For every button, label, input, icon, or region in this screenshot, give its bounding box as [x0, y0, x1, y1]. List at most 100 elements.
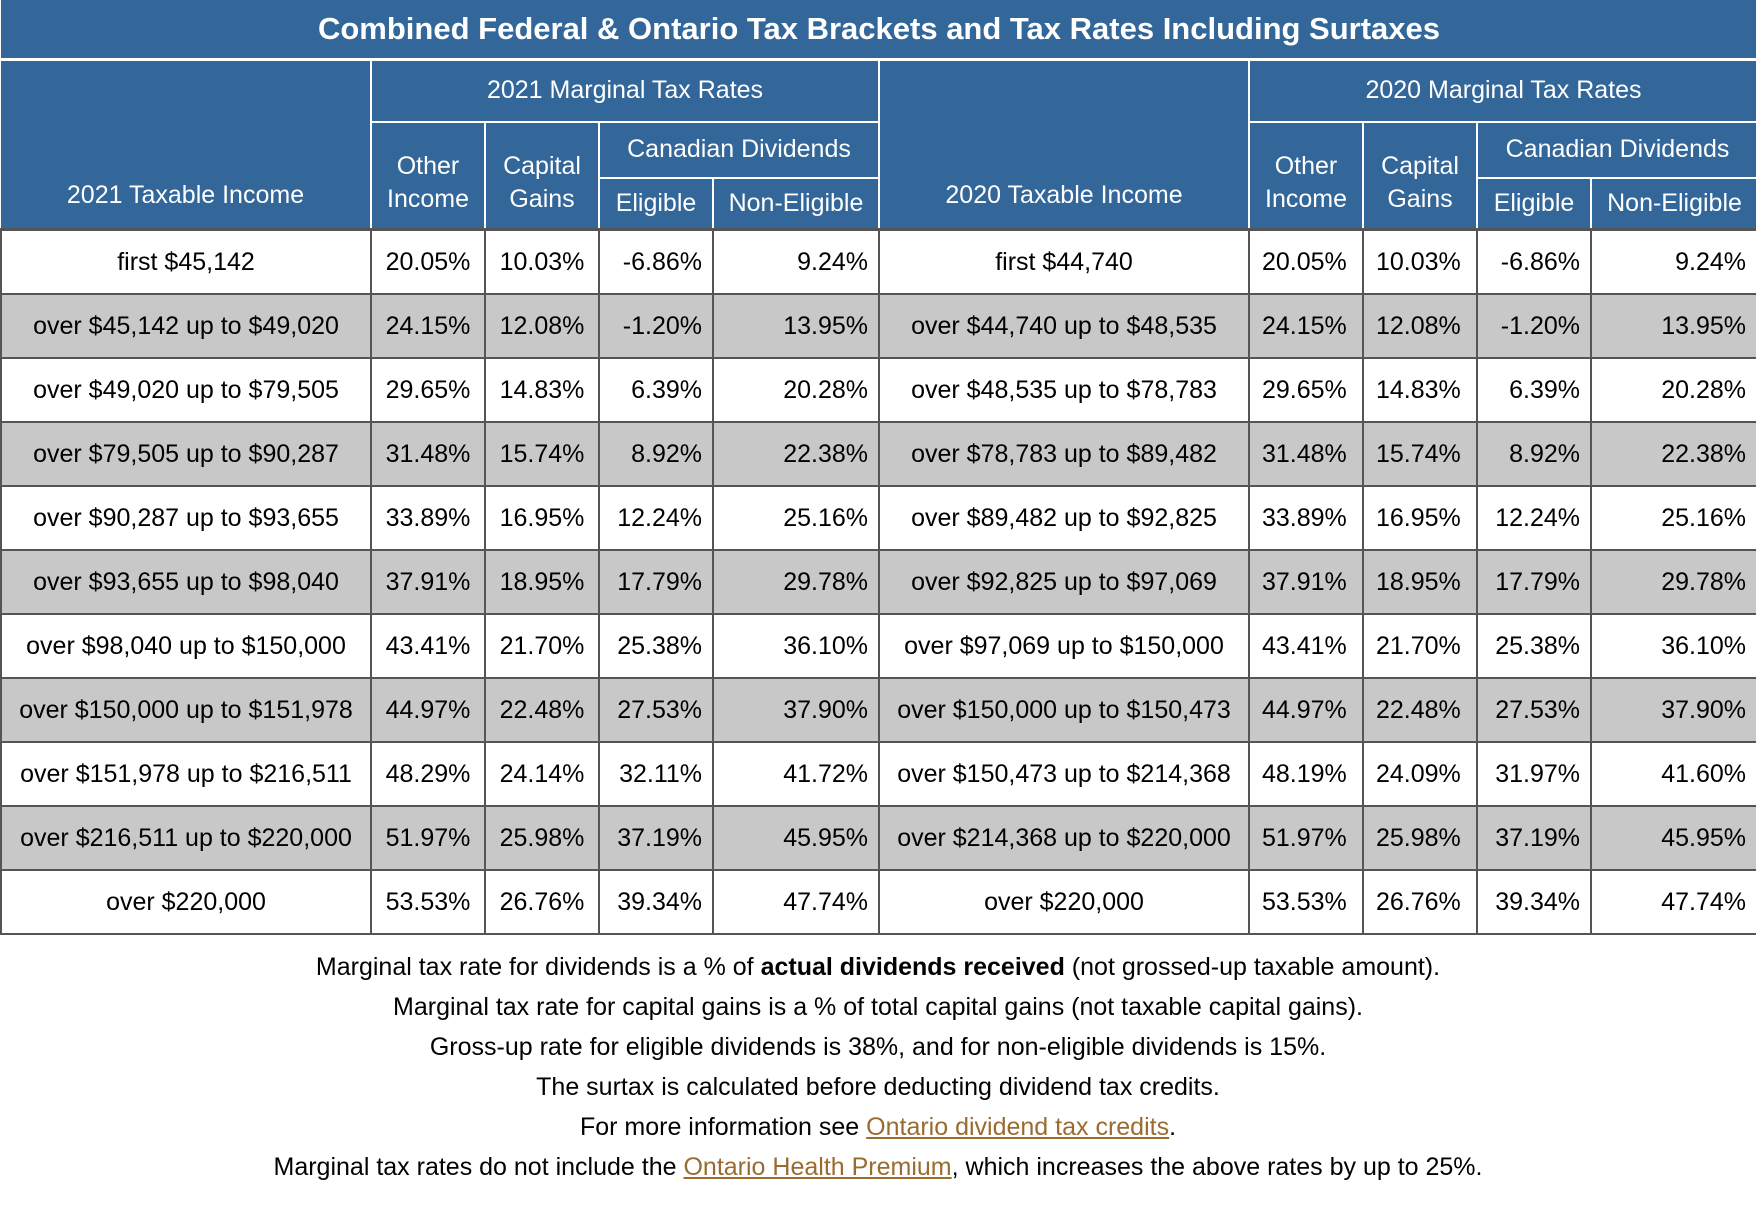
non-eligible-dividends-2021-cell: 22.38%: [712, 421, 880, 487]
header-other-income-2021: Other Income: [370, 121, 485, 230]
header-other-line2: Income: [1265, 185, 1347, 213]
eligible-dividends-2021-cell: 27.53%: [598, 677, 714, 743]
capital-gains-2021-cell: 22.48%: [484, 677, 600, 743]
note-gross-up: Gross-up rate for eligible dividends is …: [429, 1033, 1327, 1061]
capital-gains-2021-cell: 26.76%: [484, 869, 600, 935]
eligible-dividends-2021-cell: 6.39%: [598, 357, 714, 423]
other-income-2020-cell: 44.97%: [1248, 677, 1364, 743]
non-eligible-dividends-2020-cell: 9.24%: [1589, 228, 1756, 295]
other-income-2021-cell: 29.65%: [370, 357, 486, 423]
header-other-line1: Other: [396, 152, 460, 180]
table-row: over $151,978 up to $216,511 48.29% 24.14%…: [0, 741, 1756, 807]
non-eligible-dividends-2021-cell: 13.95%: [712, 293, 880, 359]
notes: Marginal tax rate for dividends is a % o…: [0, 935, 1756, 1187]
table-row: over $49,020 up to $79,505 29.65% 14.83% 6.…: [0, 357, 1756, 423]
other-income-2020-cell: 51.97%: [1248, 805, 1364, 871]
income-2021-cell: over $150,000 up to $151,978: [0, 677, 372, 743]
header-other-income-2020: Other Income: [1248, 121, 1363, 230]
eligible-dividends-2020-cell: 25.38%: [1476, 613, 1592, 679]
note-dividends-bold: actual dividends received: [760, 953, 1065, 981]
other-income-2021-cell: 43.41%: [370, 613, 486, 679]
header-dividends-2021: Canadian Dividends: [598, 121, 879, 179]
other-income-2021-cell: 33.89%: [370, 485, 486, 551]
other-income-2021-cell: 24.15%: [370, 293, 486, 359]
income-2021-cell: over $98,040 up to $150,000: [0, 613, 372, 679]
header-other-line1: Other: [1274, 152, 1338, 180]
non-eligible-dividends-2020-cell: 29.78%: [1589, 549, 1756, 615]
eligible-dividends-2021-cell: 32.11%: [598, 741, 714, 807]
income-2020-cell: over $92,825 up to $97,069: [878, 549, 1250, 615]
income-2020-cell: over $214,368 up to $220,000: [878, 805, 1250, 871]
eligible-dividends-2021-cell: 17.79%: [598, 549, 714, 615]
header-income-2021: 2021 Taxable Income: [1, 59, 371, 230]
header-dividends-2020: Canadian Dividends: [1475, 121, 1756, 179]
non-eligible-dividends-2020-cell: 25.16%: [1589, 485, 1756, 551]
table-row: over $79,505 up to $90,287 31.48% 15.74% 8.…: [0, 421, 1756, 487]
other-income-2020-cell: 48.19%: [1248, 741, 1364, 807]
non-eligible-dividends-2020-cell: 36.10%: [1589, 613, 1756, 679]
table-row: over $45,142 up to $49,020 24.15% 12.08% -1…: [0, 293, 1756, 359]
other-income-2021-cell: 53.53%: [370, 869, 486, 935]
header-group-2021: 2021 Marginal Tax Rates: [370, 59, 879, 123]
non-eligible-dividends-2021-cell: 20.28%: [712, 357, 880, 423]
non-eligible-dividends-2021-cell: 25.16%: [712, 485, 880, 551]
other-income-2020-cell: 33.89%: [1248, 485, 1364, 551]
table-row: over $150,000 up to $151,978 44.97% 22.48%…: [0, 677, 1756, 743]
other-income-2020-cell: 53.53%: [1248, 869, 1364, 935]
other-income-2020-cell: 31.48%: [1248, 421, 1364, 487]
other-income-2021-cell: 51.97%: [370, 805, 486, 871]
note-dividends-pre: Marginal tax rate for dividends is a % o…: [315, 953, 761, 981]
ontario-dividend-tax-credits-link[interactable]: Ontario dividend tax credits: [866, 1113, 1170, 1141]
header-eligible-2020: Eligible: [1476, 177, 1591, 230]
capital-gains-2020-cell: 22.48%: [1362, 677, 1478, 743]
capital-gains-2021-cell: 12.08%: [484, 293, 600, 359]
capital-gains-2021-cell: 10.03%: [484, 228, 600, 295]
note-health-post: , which increases the above rates by up …: [951, 1153, 1483, 1181]
capital-gains-2020-cell: 25.98%: [1362, 805, 1478, 871]
other-income-2021-cell: 44.97%: [370, 677, 486, 743]
table-row: over $93,655 up to $98,040 37.91% 18.95% 17…: [0, 549, 1756, 615]
capital-gains-2021-cell: 21.70%: [484, 613, 600, 679]
other-income-2020-cell: 37.91%: [1248, 549, 1364, 615]
note-surtax: The surtax is calculated before deductin…: [536, 1073, 1220, 1101]
non-eligible-dividends-2020-cell: 41.60%: [1589, 741, 1756, 807]
header-income-2020: 2020 Taxable Income: [878, 59, 1249, 230]
other-income-2021-cell: 48.29%: [370, 741, 486, 807]
eligible-dividends-2021-cell: -6.86%: [598, 228, 714, 295]
capital-gains-2021-cell: 15.74%: [484, 421, 600, 487]
non-eligible-dividends-2020-cell: 13.95%: [1589, 293, 1756, 359]
income-2020-cell: first $44,740: [878, 228, 1250, 295]
income-2021-cell: over $220,000: [0, 869, 372, 935]
non-eligible-dividends-2021-cell: 9.24%: [712, 228, 880, 295]
eligible-dividends-2021-cell: 25.38%: [598, 613, 714, 679]
capital-gains-2020-cell: 18.95%: [1362, 549, 1478, 615]
other-income-2021-cell: 31.48%: [370, 421, 486, 487]
other-income-2020-cell: 20.05%: [1248, 228, 1364, 295]
note-health-premium: Marginal tax rates do not include the On…: [0, 1147, 1756, 1187]
note-more-info-post: .: [1169, 1113, 1177, 1141]
eligible-dividends-2020-cell: 17.79%: [1476, 549, 1592, 615]
note-dividends-post: (not grossed-up taxable amount).: [1064, 953, 1441, 981]
non-eligible-dividends-2021-cell: 37.90%: [712, 677, 880, 743]
ontario-health-premium-link[interactable]: Ontario Health Premium: [683, 1153, 952, 1181]
non-eligible-dividends-2021-cell: 29.78%: [712, 549, 880, 615]
eligible-dividends-2020-cell: 39.34%: [1476, 869, 1592, 935]
income-2020-cell: over $97,069 up to $150,000: [878, 613, 1250, 679]
non-eligible-dividends-2020-cell: 45.95%: [1589, 805, 1756, 871]
other-income-2020-cell: 29.65%: [1248, 357, 1364, 423]
capital-gains-2020-cell: 21.70%: [1362, 613, 1478, 679]
capital-gains-2020-cell: 14.83%: [1362, 357, 1478, 423]
income-2021-cell: over $151,978 up to $216,511: [0, 741, 372, 807]
eligible-dividends-2021-cell: 39.34%: [598, 869, 714, 935]
header-capital-line1: Capital: [503, 152, 581, 180]
note-dividends: Marginal tax rate for dividends is a % o…: [0, 947, 1756, 987]
eligible-dividends-2021-cell: 8.92%: [598, 421, 714, 487]
header-eligible-2021: Eligible: [598, 177, 713, 230]
note-health-pre: Marginal tax rates do not include the: [273, 1153, 684, 1181]
header-capital-gains-2021: Capital Gains: [484, 121, 599, 230]
table-body: first $45,142 20.05% 10.03% -6.86% 9.24% firs…: [0, 228, 1756, 935]
header-capital-line2: Gains: [509, 185, 575, 213]
non-eligible-dividends-2020-cell: 20.28%: [1589, 357, 1756, 423]
header-capital-gains-2020: Capital Gains: [1362, 121, 1477, 230]
income-2021-cell: over $90,287 up to $93,655: [0, 485, 372, 551]
